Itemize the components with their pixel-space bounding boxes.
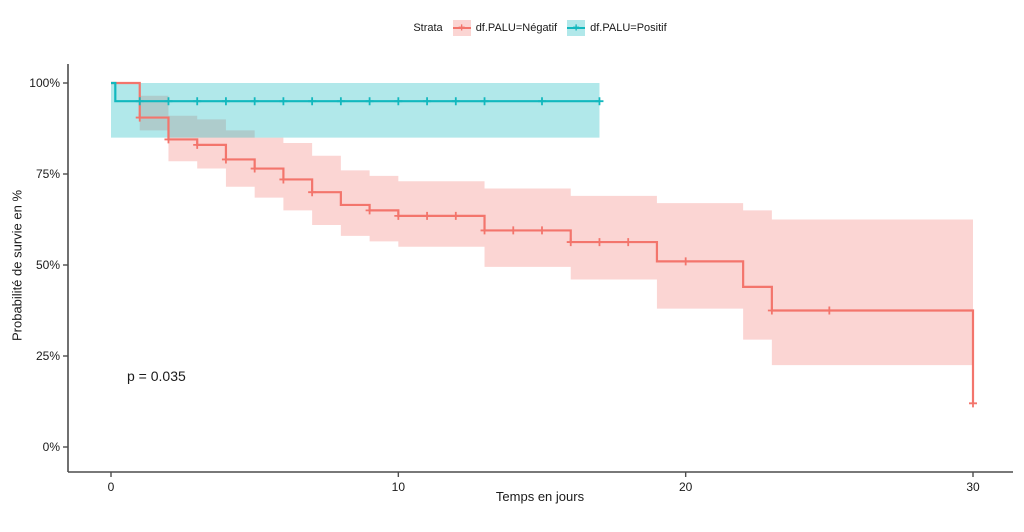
positif-confidence-band: [111, 83, 600, 138]
x-tick-label: 20: [679, 480, 693, 494]
legend-entry-negatif: + df.PALU=Négatif: [452, 20, 558, 36]
positif-censor-mark-icon: [135, 97, 144, 106]
negatif-censor-mark-icon: [365, 206, 374, 215]
positif-survival-curve: [111, 81, 600, 103]
positif-censor-mark-icon: [336, 97, 345, 106]
positif-censor-mark-icon: [451, 97, 460, 106]
negatif-censor-mark-icon: [681, 257, 690, 266]
negatif-censor-mark-icon: [250, 164, 259, 173]
negatif-censor-mark-icon: [566, 238, 575, 247]
negatif-censor-mark-icon: [825, 306, 834, 315]
positif-censor-mark-icon: [365, 97, 374, 106]
positif-censor-mark-icon: [193, 97, 202, 106]
x-tick-label: 30: [966, 480, 980, 494]
negatif-censor-mark-icon: [279, 175, 288, 184]
positif-censor-mark-icon: [250, 97, 259, 106]
positif-censor-mark-icon: [595, 97, 604, 106]
negatif-censor-mark-icon: [423, 211, 432, 220]
positif-censor-mark-icon: [279, 97, 288, 106]
legend-label-positif: df.PALU=Positif: [590, 22, 667, 34]
positif-censor-mark-icon: [538, 97, 546, 106]
y-tick-label: 100%: [29, 76, 60, 90]
legend-title: Strata: [413, 22, 443, 34]
negatif-plus-icon: +: [458, 20, 466, 35]
positif-plus-icon: +: [572, 20, 580, 35]
negatif-censor-mark-icon: [595, 238, 604, 247]
y-tick-label: 25%: [36, 349, 60, 363]
x-tick-label: 10: [392, 480, 406, 494]
positif-censor-mark-icon: [423, 97, 432, 106]
y-tick-label: 75%: [36, 167, 60, 181]
y-axis-title: Probabilité de survie en %: [9, 189, 25, 342]
negatif-censor-mark-icon: [135, 113, 144, 122]
negatif-censor-mark-icon: [451, 211, 460, 220]
positif-censor-mark-icon: [164, 97, 173, 106]
positif-censor-mark-icon: [308, 97, 317, 106]
positif-censor-mark-icon: [221, 97, 230, 106]
legend-entry-positif: + df.PALU=Positif: [567, 20, 667, 36]
positif-key-icon: +: [567, 20, 586, 36]
negatif-censor-mark-icon: [509, 226, 518, 235]
negatif-censor-mark-icon: [394, 211, 403, 220]
positif-censor-mark-icon: [480, 97, 489, 106]
positif-censor-mark-icon: [394, 97, 403, 106]
negatif-censor-mark-icon: [767, 306, 776, 315]
negatif-censor-mark-icon: [624, 238, 633, 247]
x-tick-label: 0: [108, 480, 115, 494]
x-axis-title: Temps en jours: [495, 489, 585, 504]
legend-label-negatif: df.PALU=Négatif: [475, 22, 558, 34]
negatif-key-icon: +: [452, 20, 471, 36]
negatif-censor-mark-icon: [538, 226, 546, 235]
p-value-annotation: p = 0.035: [127, 368, 186, 384]
negatif-censor-mark-icon: [164, 135, 173, 144]
negatif-censor-mark-icon: [480, 226, 489, 235]
legend: Strata + df.PALU=Négatif + df.PALU=Posit…: [28, 20, 1024, 36]
positif-key-line: [567, 27, 586, 29]
negatif-censor-mark-icon: [193, 140, 202, 149]
negatif-censor-mark-icon: [969, 399, 977, 408]
y-tick-label: 0%: [43, 440, 61, 454]
y-tick-label: 50%: [36, 258, 60, 272]
negatif-key-line: [452, 27, 471, 29]
negatif-censor-mark-icon: [221, 155, 230, 164]
negatif-censor-mark-icon: [308, 188, 317, 197]
